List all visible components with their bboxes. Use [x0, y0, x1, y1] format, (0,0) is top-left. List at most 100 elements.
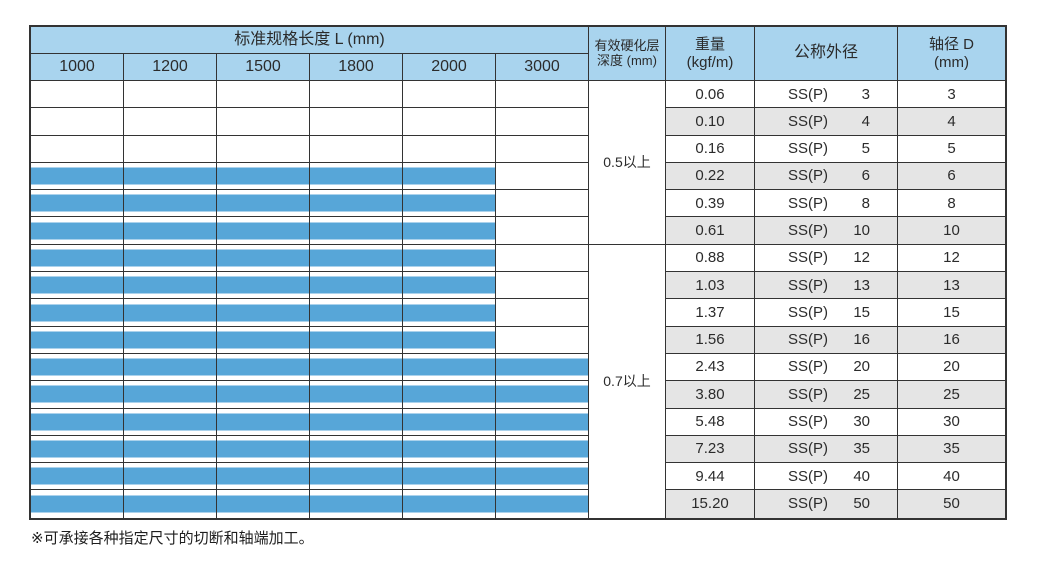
length-cell — [496, 162, 589, 191]
length-cell — [403, 463, 496, 491]
length-cell — [124, 326, 217, 354]
depth-group-cell: 0.7以上 — [589, 244, 666, 518]
weight-cell: 0.88 — [666, 244, 755, 273]
shaft-dia-cell: 4 — [898, 108, 1005, 136]
availability-bar — [124, 413, 216, 431]
availability-bar — [217, 304, 309, 322]
length-cell — [403, 353, 496, 382]
availability-bar — [124, 222, 216, 240]
length-cell — [124, 244, 217, 273]
series-label: SS(P) — [788, 140, 829, 158]
length-cell — [124, 162, 217, 191]
availability-bar — [124, 249, 216, 267]
length-cell — [217, 381, 310, 409]
length-cell — [310, 81, 403, 109]
weight-cell: 0.06 — [666, 81, 755, 109]
length-col-header: 3000 — [496, 54, 589, 81]
length-cell — [310, 135, 403, 163]
nominal-od-cell: SS(P) 30 — [755, 408, 898, 436]
length-cell — [31, 353, 124, 382]
length-cell — [31, 490, 124, 518]
length-cell — [124, 272, 217, 300]
series-label: SS(P) — [788, 249, 829, 267]
availability-bar — [310, 276, 402, 294]
nominal-od-cell: SS(P) 8 — [755, 190, 898, 218]
length-cell — [496, 135, 589, 163]
size-value: 15 — [853, 303, 870, 321]
weight-cell: 5.48 — [666, 408, 755, 436]
availability-bar — [217, 385, 309, 403]
length-cell — [124, 435, 217, 464]
length-col-header: 2000 — [403, 54, 496, 81]
availability-bar — [124, 194, 216, 212]
weight-cell: 1.56 — [666, 326, 755, 354]
availability-bar — [31, 222, 123, 240]
availability-bar — [310, 167, 402, 185]
shaft-dia-cell: 5 — [898, 135, 1005, 163]
length-cell — [403, 162, 496, 191]
availability-bar — [217, 194, 309, 212]
size-value: 13 — [853, 276, 870, 294]
length-group-header: 标准规格长度 L (mm) — [31, 27, 589, 54]
length-cell — [496, 190, 589, 218]
series-label: SS(P) — [788, 194, 829, 212]
length-cell — [310, 108, 403, 136]
series-label: SS(P) — [788, 413, 829, 431]
shaft-dia-cell: 12 — [898, 244, 1005, 273]
nominal-od-cell: SS(P) 4 — [755, 108, 898, 136]
availability-bar — [403, 331, 495, 349]
series-label: SS(P) — [788, 303, 829, 321]
length-cell — [403, 217, 496, 245]
nominal-od-cell: SS(P) 3 — [755, 81, 898, 109]
weight-cell: 1.37 — [666, 299, 755, 327]
length-cell — [217, 408, 310, 436]
depth-group-cell: 0.5以上 — [589, 81, 666, 245]
shaft-dia-cell: 30 — [898, 408, 1005, 436]
shaft-dia-cell: 15 — [898, 299, 1005, 327]
length-cell — [31, 463, 124, 491]
length-cell — [403, 490, 496, 518]
length-cell — [310, 490, 403, 518]
length-cell — [310, 463, 403, 491]
series-label: SS(P) — [788, 385, 829, 403]
availability-bar — [31, 467, 123, 485]
availability-bar — [310, 194, 402, 212]
availability-bar — [124, 276, 216, 294]
weight-cell: 3.80 — [666, 381, 755, 409]
shaft-dia-cell: 8 — [898, 190, 1005, 218]
shaft-dia-cell: 40 — [898, 463, 1005, 491]
shaft-dia-cell: 13 — [898, 272, 1005, 300]
length-cell — [124, 353, 217, 382]
availability-bar — [217, 495, 309, 513]
length-cell — [124, 463, 217, 491]
length-cell — [496, 217, 589, 245]
length-cell — [124, 108, 217, 136]
availability-bar — [124, 440, 216, 458]
length-cell — [217, 81, 310, 109]
size-value: 16 — [853, 331, 870, 349]
weight-cell: 0.61 — [666, 217, 755, 245]
length-cell — [310, 162, 403, 191]
length-cell — [403, 244, 496, 273]
availability-bar — [124, 495, 216, 513]
length-cell — [496, 299, 589, 327]
length-cell — [31, 299, 124, 327]
availability-bar — [496, 413, 588, 431]
length-cell — [31, 326, 124, 354]
length-cell — [496, 353, 589, 382]
length-cell — [496, 490, 589, 518]
length-cell — [124, 190, 217, 218]
availability-bar — [217, 249, 309, 267]
series-label: SS(P) — [788, 112, 829, 130]
size-value: 3 — [861, 85, 870, 103]
size-value: 25 — [853, 385, 870, 403]
length-cell — [217, 217, 310, 245]
series-label: SS(P) — [788, 358, 829, 376]
availability-bar — [31, 167, 123, 185]
length-cell — [496, 108, 589, 136]
length-cell — [310, 326, 403, 354]
shaft-dia-header: 轴径 D (mm) — [898, 27, 1005, 81]
length-cell — [31, 381, 124, 409]
availability-bar — [217, 467, 309, 485]
availability-bar — [31, 358, 123, 376]
